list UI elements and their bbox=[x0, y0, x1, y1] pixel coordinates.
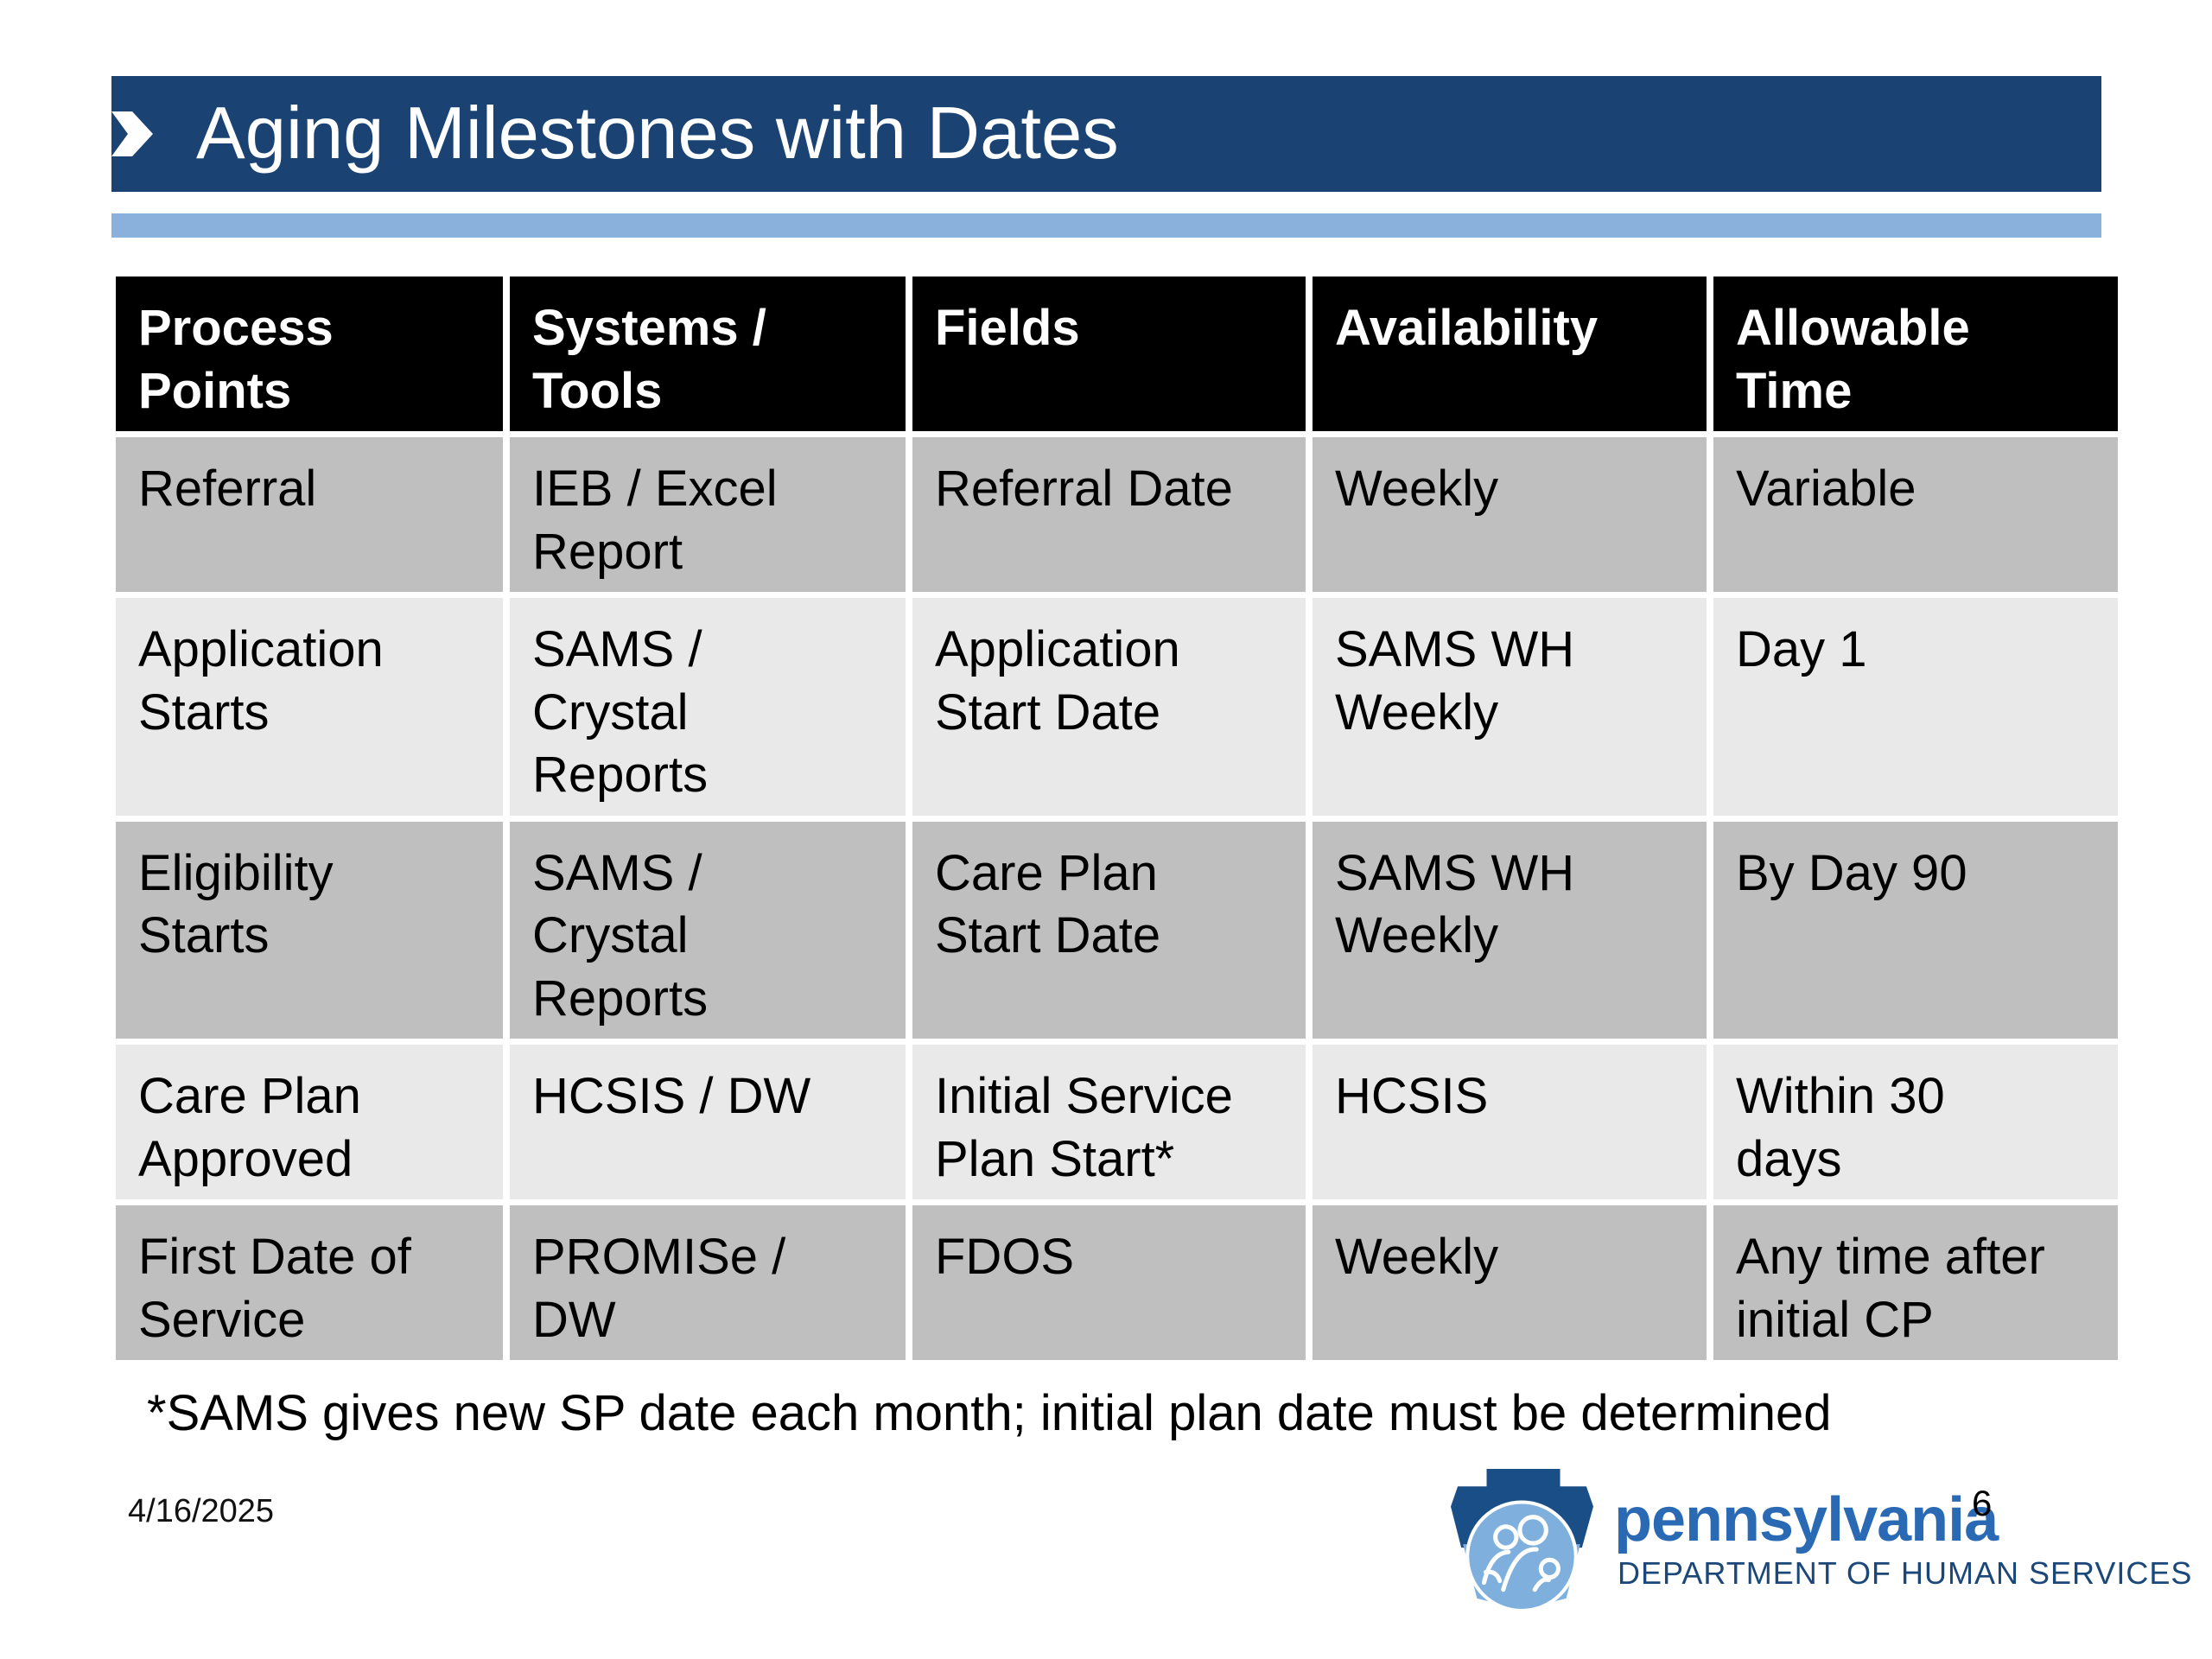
table-cell: HCSIS bbox=[1313, 1045, 1707, 1199]
table-cell: First Date of Service bbox=[116, 1205, 503, 1360]
table-cell: Day 1 bbox=[1713, 598, 2118, 816]
table-cell: Weekly bbox=[1313, 1205, 1707, 1360]
logo-wordmark: pennsylvania bbox=[1614, 1485, 1999, 1554]
table-cell: Referral bbox=[116, 437, 503, 592]
logo-subtitle: DEPARTMENT OF HUMAN SERVICES bbox=[1618, 1555, 2193, 1591]
keystone-family-icon bbox=[1451, 1469, 1593, 1611]
table-cell: FDOS bbox=[912, 1205, 1306, 1360]
table-cell: HCSIS / DW bbox=[510, 1045, 906, 1199]
table-cell: Referral Date bbox=[912, 437, 1306, 592]
slide-date: 4/16/2025 bbox=[128, 1493, 275, 1529]
table-cell: SAMS / Crystal Reports bbox=[510, 598, 906, 816]
pa-dhs-logo: pennsylvania DEPARTMENT OF HUMAN SERVICE… bbox=[1450, 1467, 2191, 1614]
table-cell: Care Plan Approved bbox=[116, 1045, 503, 1199]
table-cell: IEB / Excel Report bbox=[510, 437, 906, 592]
table-cell: SAMS / Crystal Reports bbox=[510, 821, 906, 1039]
table-row: Care Plan Approved HCSIS / DW Initial Se… bbox=[116, 1045, 2120, 1199]
table-cell: SAMS WH Weekly bbox=[1313, 821, 1707, 1039]
table-cell: By Day 90 bbox=[1713, 821, 2118, 1039]
column-header: Allowable Time bbox=[1713, 276, 2118, 431]
column-header: Fields bbox=[912, 276, 1306, 431]
table-row: Application Starts SAMS / Crystal Report… bbox=[116, 598, 2120, 816]
table-cell: SAMS WH Weekly bbox=[1313, 598, 1707, 816]
chevron-right-icon bbox=[111, 111, 153, 156]
table-cell: Initial Service Plan Start* bbox=[912, 1045, 1306, 1199]
table-cell: Any time after initial CP bbox=[1713, 1205, 2118, 1360]
table-row: Referral IEB / Excel Report Referral Dat… bbox=[116, 437, 2120, 592]
accent-bar bbox=[111, 213, 2101, 238]
milestones-table: Process Points Systems / Tools Fields Av… bbox=[116, 276, 2120, 1366]
footnote: *SAMS gives new SP date each month; init… bbox=[147, 1385, 1832, 1441]
table-cell: Application Start Date bbox=[912, 598, 1306, 816]
title-banner: Aging Milestones with Dates bbox=[111, 76, 2101, 192]
table-cell: Eligibility Starts bbox=[116, 821, 503, 1039]
table-cell: Application Starts bbox=[116, 598, 503, 816]
table-cell: Variable bbox=[1713, 437, 2118, 592]
table-cell: PROMISe / DW bbox=[510, 1205, 906, 1360]
page-number: 6 bbox=[1972, 1483, 1993, 1523]
page-title: Aging Milestones with Dates bbox=[196, 92, 1119, 175]
table-row: Eligibility Starts SAMS / Crystal Report… bbox=[116, 821, 2120, 1039]
table-header-row: Process Points Systems / Tools Fields Av… bbox=[116, 276, 2120, 431]
table-row: First Date of Service PROMISe / DW FDOS … bbox=[116, 1205, 2120, 1360]
table-cell: Care Plan Start Date bbox=[912, 821, 1306, 1039]
column-header: Systems / Tools bbox=[510, 276, 906, 431]
column-header: Availability bbox=[1313, 276, 1707, 431]
table-cell: Weekly bbox=[1313, 437, 1707, 592]
column-header: Process Points bbox=[116, 276, 503, 431]
table-cell: Within 30 days bbox=[1713, 1045, 2118, 1199]
